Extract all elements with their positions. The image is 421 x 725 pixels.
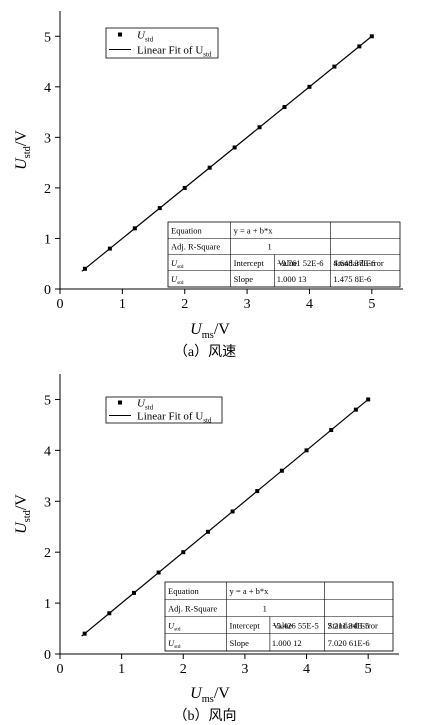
legend-label: Ustd <box>137 398 154 412</box>
table-var: Ustd <box>171 258 184 270</box>
x-axis-label: Ums/V <box>190 685 230 705</box>
caption: （a）风速 <box>174 344 236 360</box>
y-tick-label: 1 <box>44 597 51 612</box>
x-tick-label: 3 <box>244 297 251 312</box>
x-tick-label: 5 <box>368 297 375 312</box>
y-tick-label: 2 <box>44 546 51 561</box>
legend-name-sub: std <box>203 51 212 59</box>
y-axis-label-main: U <box>13 521 30 534</box>
x-tick-label: 4 <box>306 297 313 312</box>
table-var: Ustd <box>171 274 184 286</box>
table-var-main: U <box>168 621 175 631</box>
table-var: Ustd <box>168 638 181 650</box>
y-tick-label: 4 <box>44 81 51 96</box>
legend-box <box>105 396 223 424</box>
x-axis-label-unit: /V <box>214 685 230 702</box>
table-param-value: 1.000 13 <box>277 274 307 284</box>
table-param-value: −5.426 55E-5 <box>272 621 319 631</box>
legend-label: Linear Fit of Ustd <box>137 45 212 59</box>
x-axis-label-sub: ms <box>202 330 214 341</box>
table-param-error: 1.475 8E-6 <box>333 274 371 284</box>
table-var-sub: std <box>177 264 184 270</box>
table-param-name: Slope <box>234 274 254 284</box>
legend-name: Linear Fit of U <box>137 45 203 57</box>
legend-box <box>105 27 219 59</box>
y-axis-label: Ustd/V <box>13 494 33 534</box>
legend-name-sub: std <box>145 36 154 44</box>
y-tick-label: 4 <box>44 444 51 459</box>
table-value-header: Value <box>273 621 293 631</box>
x-tick-label: 2 <box>180 662 187 677</box>
table-param-error: 2.211 34E-5 <box>328 621 370 631</box>
fit-line <box>81 398 369 637</box>
table-adj-r2: 1 <box>267 242 271 252</box>
y-tick-label: 0 <box>44 648 51 663</box>
table-param-name: Slope <box>230 638 250 648</box>
table-param-name: Intercept <box>230 621 261 631</box>
table-equation: y = a + b*x <box>230 586 270 596</box>
fit-line <box>81 35 373 272</box>
table-value-header: Value <box>278 258 298 268</box>
table-var: Ustd <box>168 621 181 633</box>
table-equation-label: Equation <box>171 225 202 235</box>
legend-marker <box>118 32 122 37</box>
legend-name: U <box>137 398 146 410</box>
table-var-main: U <box>171 274 178 284</box>
x-tick-label: 4 <box>303 662 310 677</box>
table-equation-label: Equation <box>168 586 199 596</box>
table-var-sub: std <box>177 280 184 286</box>
table-equation: y = a + b*x <box>234 225 274 235</box>
x-tick-label: 2 <box>181 297 188 312</box>
x-axis-label-unit: /V <box>214 321 230 338</box>
y-tick-label: 2 <box>44 182 51 197</box>
legend-label: Linear Fit of Ustd <box>137 411 212 425</box>
y-axis-label-sub: std <box>22 145 33 158</box>
x-tick-label: 0 <box>57 297 64 312</box>
x-tick-label: 3 <box>241 662 248 677</box>
x-axis-label-main: U <box>190 321 203 338</box>
x-tick-label: 1 <box>119 297 126 312</box>
x-tick-label: 1 <box>118 662 125 677</box>
legend-name-sub: std <box>145 404 154 412</box>
table-error-header: Standard Error <box>333 258 383 268</box>
table-adj-r2-label: Adj. R-Square <box>171 242 220 252</box>
legend-name: Linear Fit of U <box>137 411 203 423</box>
legend-label: Ustd <box>137 30 154 44</box>
table-param-error: 7.020 61E-6 <box>328 638 370 648</box>
y-tick-label: 1 <box>44 232 51 247</box>
table-error-header: Standard Error <box>328 621 378 631</box>
table-var-sub: std <box>174 627 181 633</box>
y-axis-label: Ustd/V <box>13 130 33 170</box>
table-var-main: U <box>171 258 178 268</box>
table-param-value: −9.761 52E-6 <box>277 258 324 268</box>
x-tick-label: 0 <box>57 662 64 677</box>
y-axis-label-unit: /V <box>13 494 30 510</box>
y-axis-label-unit: /V <box>13 130 30 146</box>
table-adj-r2: 1 <box>263 603 267 613</box>
x-axis-label-main: U <box>190 685 203 702</box>
y-tick-label: 5 <box>44 393 51 408</box>
legend-name-sub: std <box>203 417 212 425</box>
table-param-value: 1.000 12 <box>272 638 302 648</box>
x-axis-label: Ums/V <box>190 321 230 341</box>
table-var-main: U <box>168 638 175 648</box>
y-axis-label-main: U <box>13 157 30 170</box>
x-axis-label-sub: ms <box>202 694 214 705</box>
y-tick-label: 0 <box>44 283 51 298</box>
legend-marker <box>118 400 122 405</box>
table-param-name: Intercept <box>234 258 265 268</box>
table-adj-r2-label: Adj. R-Square <box>168 603 217 613</box>
y-tick-label: 3 <box>44 131 51 146</box>
y-tick-label: 5 <box>44 30 51 45</box>
y-tick-label: 3 <box>44 495 51 510</box>
caption: （b）风向 <box>174 708 237 724</box>
y-axis-label-sub: std <box>22 509 33 522</box>
table-var-sub: std <box>174 644 181 650</box>
legend-name: U <box>137 30 146 42</box>
table-param-error: 4.648 37E-6 <box>333 258 375 268</box>
x-tick-label: 5 <box>365 662 372 677</box>
